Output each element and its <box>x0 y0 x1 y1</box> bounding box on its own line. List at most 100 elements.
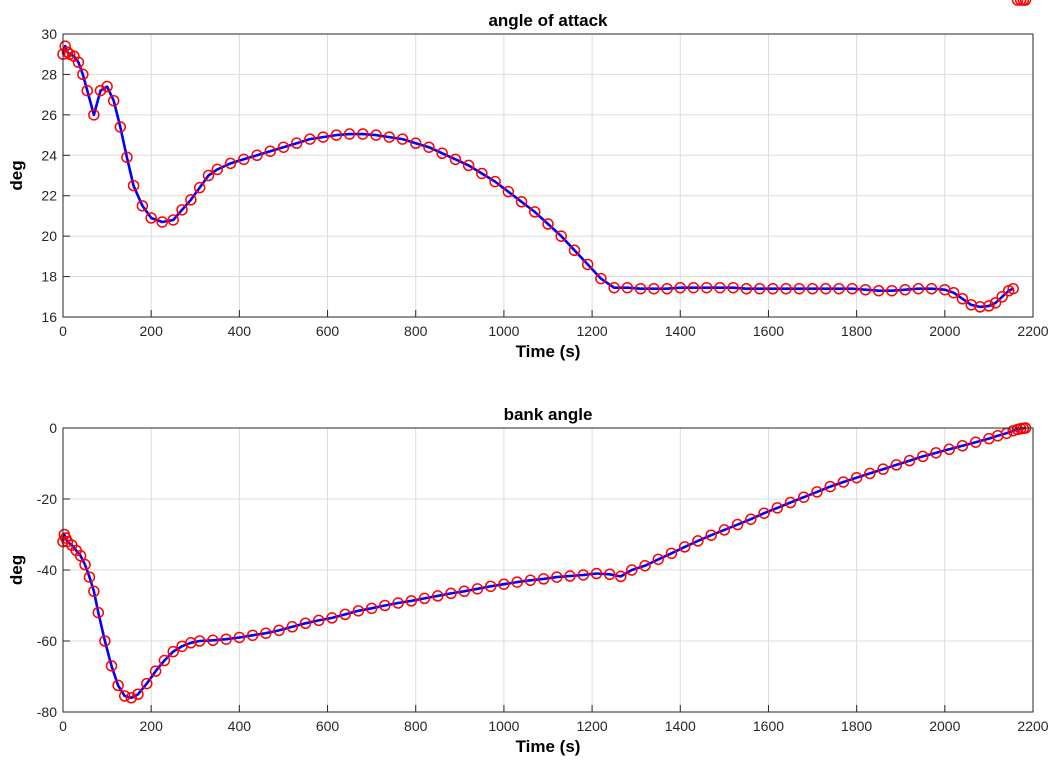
data-point <box>445 587 457 600</box>
data-point <box>621 281 634 294</box>
data-point <box>537 573 550 585</box>
data-point <box>767 282 779 295</box>
data-point <box>121 151 133 164</box>
data-point <box>339 608 351 621</box>
data-point <box>515 196 528 208</box>
data-point <box>132 688 144 700</box>
x-tick-label: 0 <box>59 718 67 734</box>
data-point <box>264 145 276 157</box>
plot-frame <box>62 33 1034 318</box>
data-point <box>118 690 131 702</box>
data-point <box>158 654 171 667</box>
data-point <box>542 218 554 230</box>
data-point <box>740 282 753 295</box>
data-point <box>793 282 806 295</box>
data-point <box>1007 282 1019 295</box>
data-point <box>925 282 938 295</box>
x-tick-label: 200 <box>140 323 164 339</box>
data-point <box>917 450 929 463</box>
x-tick-label: 800 <box>404 718 428 734</box>
series-line <box>61 44 1014 309</box>
data-point <box>956 293 969 305</box>
angle-of-attack-plot: 0 200 400 600 800 1000 1200 1400 1600 1800 2000 220… <box>7 0 1049 361</box>
data-point <box>639 559 651 572</box>
data-point <box>211 163 224 176</box>
data-point <box>471 583 484 595</box>
data-point <box>202 169 215 182</box>
y-tick-label: 0 <box>49 420 57 436</box>
x-tick-label: 400 <box>228 718 252 734</box>
data-point <box>983 300 995 312</box>
y-tick-label: -40 <box>37 562 57 578</box>
data-point <box>529 206 541 218</box>
data-point <box>74 550 87 562</box>
data-point <box>383 131 396 143</box>
data-point <box>423 141 435 153</box>
data-point <box>714 281 726 294</box>
data-point <box>141 677 153 690</box>
x-tick-label: 1000 <box>488 718 519 734</box>
x-tick-label: 200 <box>140 718 164 734</box>
data-point <box>899 283 911 296</box>
data-point <box>886 284 898 297</box>
y-tick-label: 20 <box>41 228 57 244</box>
data-point <box>462 159 475 172</box>
data-point <box>595 272 607 285</box>
data-point <box>511 576 523 588</box>
data-point <box>299 617 312 629</box>
data-point <box>581 258 594 271</box>
data-point <box>405 595 418 607</box>
data-point <box>156 216 168 228</box>
y-tick-label: 18 <box>41 269 57 285</box>
x-axis-label: Time (s) <box>516 342 581 361</box>
data-point <box>692 535 704 547</box>
data-point <box>634 282 647 295</box>
data-point <box>286 621 299 633</box>
data-point <box>771 502 784 514</box>
data-point <box>233 631 246 644</box>
x-tick-label: 1200 <box>577 323 608 339</box>
data-point <box>1019 0 1032 6</box>
data-point <box>590 567 603 580</box>
data-point <box>330 129 343 141</box>
data-point <box>700 281 713 294</box>
data-point <box>167 214 179 226</box>
data-point <box>615 570 627 583</box>
data-point <box>626 564 638 576</box>
data-point <box>555 230 567 242</box>
y-tick-label: -60 <box>37 633 57 649</box>
data-point <box>727 281 739 294</box>
data-point <box>101 80 113 93</box>
data-point <box>797 491 810 503</box>
data-point <box>317 131 329 143</box>
data-point <box>107 94 120 107</box>
data-point <box>745 513 757 525</box>
x-tick-label: 1400 <box>665 323 696 339</box>
data-point <box>484 580 497 593</box>
y-tick-label: -80 <box>37 704 57 720</box>
data-point <box>498 578 510 590</box>
data-point <box>207 634 219 647</box>
data-point <box>877 463 889 475</box>
data-point <box>872 284 885 297</box>
data-point <box>753 282 766 295</box>
x-tick-label: 400 <box>228 323 252 339</box>
x-tick-label: 2000 <box>929 323 960 339</box>
data-point <box>224 157 237 170</box>
data-point <box>352 605 365 617</box>
x-tick-label: 2000 <box>929 718 960 734</box>
data-point <box>890 459 903 471</box>
data-point <box>903 454 916 467</box>
data-point <box>864 467 876 480</box>
data-point <box>833 282 845 295</box>
data-point <box>524 574 537 587</box>
data-point <box>846 282 858 295</box>
data-point <box>551 571 563 583</box>
data-point <box>357 128 369 140</box>
x-tick-label: 1600 <box>753 718 784 734</box>
data-point <box>409 137 422 149</box>
data-point <box>220 633 232 645</box>
data-point <box>974 301 986 313</box>
data-point <box>72 56 85 69</box>
